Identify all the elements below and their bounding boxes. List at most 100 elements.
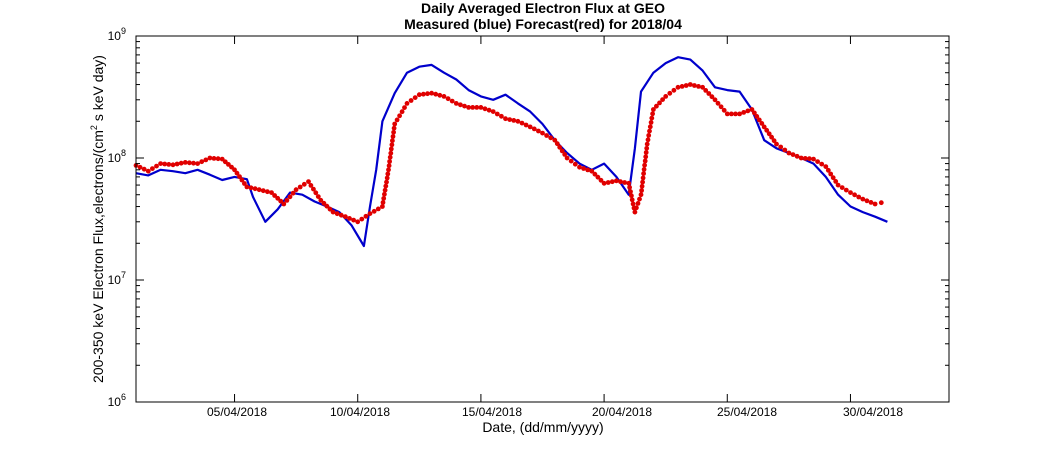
forecast-marker bbox=[141, 166, 147, 172]
forecast-marker bbox=[334, 211, 340, 217]
forecast-marker bbox=[338, 212, 344, 218]
forecast-marker bbox=[359, 216, 365, 222]
chart-title: Daily Averaged Electron Flux at GEO bbox=[421, 0, 665, 16]
forecast-point bbox=[675, 84, 681, 90]
forecast-marker bbox=[752, 110, 757, 116]
y-tick-labels: 106 107 108 109 bbox=[108, 26, 126, 409]
x-axis-label: Date, (dd/mm/yyyy) bbox=[482, 419, 603, 435]
forecast-point bbox=[195, 161, 201, 167]
forecast-marker bbox=[709, 94, 715, 100]
forecast-point bbox=[244, 184, 250, 190]
forecast-marker bbox=[802, 156, 808, 161]
forecast-point bbox=[749, 107, 755, 112]
forecast-marker bbox=[445, 96, 451, 102]
forecast-marker bbox=[371, 208, 377, 214]
forecast-point bbox=[281, 201, 287, 207]
forecast-marker bbox=[660, 97, 665, 102]
forecast-marker bbox=[162, 161, 168, 167]
forecast-marker bbox=[311, 186, 316, 192]
forecast-marker bbox=[825, 167, 831, 173]
forecast-marker bbox=[643, 150, 649, 155]
forecast-marker bbox=[402, 105, 407, 110]
forecast-marker bbox=[843, 187, 849, 193]
forecast-marker bbox=[523, 122, 529, 128]
x-tick-label: 05/04/2018 bbox=[207, 405, 267, 419]
forecast-marker bbox=[647, 124, 653, 130]
forecast-point bbox=[453, 101, 459, 106]
forecast-point bbox=[145, 168, 151, 174]
y-axis-label: 200-350 keV Electron Flux,electrons/(cm2… bbox=[89, 55, 106, 383]
forecast-marker bbox=[412, 95, 418, 100]
forecast-marker bbox=[568, 158, 574, 164]
forecast-marker bbox=[391, 125, 397, 131]
forecast-point bbox=[798, 155, 804, 161]
x-tick-label: 20/04/2018 bbox=[592, 405, 652, 419]
forecast-marker bbox=[629, 197, 635, 203]
forecast-marker bbox=[759, 121, 765, 126]
forecast-marker bbox=[585, 167, 591, 173]
forecast-marker bbox=[640, 175, 646, 181]
forecast-marker bbox=[290, 190, 296, 196]
forecast-marker bbox=[391, 129, 396, 135]
forecast-marker bbox=[252, 186, 258, 192]
forecast-point bbox=[404, 101, 410, 106]
forecast-point bbox=[638, 192, 644, 198]
forecast-point bbox=[367, 211, 373, 217]
forecast-point bbox=[632, 209, 638, 215]
forecast-marker bbox=[242, 181, 247, 186]
forecast-marker bbox=[618, 179, 623, 185]
forecast-marker bbox=[692, 83, 697, 88]
forecast-marker bbox=[856, 194, 862, 200]
forecast-marker bbox=[211, 156, 217, 161]
forecast-point bbox=[392, 121, 398, 127]
forecast-point bbox=[712, 97, 718, 103]
forecast-marker bbox=[715, 100, 721, 106]
forecast-point bbox=[355, 219, 361, 225]
forecast-marker bbox=[287, 194, 293, 200]
forecast-marker bbox=[191, 160, 196, 166]
forecast-marker bbox=[384, 179, 389, 185]
forecast-marker bbox=[260, 188, 266, 194]
forecast-marker bbox=[408, 98, 414, 103]
forecast-marker bbox=[833, 179, 839, 184]
forecast-marker bbox=[828, 171, 834, 177]
forecast-marker bbox=[754, 114, 760, 119]
forecast-marker bbox=[234, 170, 240, 176]
forecast-point bbox=[644, 141, 650, 147]
forecast-marker bbox=[375, 206, 381, 212]
forecast-marker bbox=[462, 103, 467, 109]
forecast-point bbox=[774, 141, 779, 147]
forecast-marker bbox=[499, 113, 504, 119]
forecast-marker bbox=[248, 185, 254, 191]
forecast-point bbox=[380, 204, 385, 209]
forecast-point bbox=[878, 200, 884, 206]
forecast-point bbox=[515, 118, 521, 124]
forecast-point bbox=[490, 109, 496, 114]
forecast-marker bbox=[351, 217, 356, 223]
forecast-marker bbox=[511, 118, 517, 123]
forecast-marker bbox=[642, 158, 648, 164]
forecast-marker bbox=[474, 105, 480, 110]
forecast-point bbox=[219, 156, 225, 162]
forecast-marker bbox=[494, 111, 500, 117]
chart-subtitle: Measured (blue) Forecast(red) for 2018/0… bbox=[404, 16, 682, 32]
forecast-series bbox=[133, 82, 884, 225]
forecast-marker bbox=[756, 117, 762, 123]
forecast-marker bbox=[433, 91, 439, 97]
forecast-point bbox=[724, 111, 730, 117]
forecast-marker bbox=[650, 111, 655, 117]
measured-series-line bbox=[135, 56, 888, 248]
forecast-marker bbox=[313, 190, 319, 196]
plot-frame bbox=[135, 35, 950, 403]
forecast-point bbox=[256, 187, 262, 193]
forecast-marker bbox=[178, 160, 184, 166]
y-tick-label: 108 bbox=[108, 148, 126, 165]
forecast-point bbox=[540, 130, 545, 136]
forecast-marker bbox=[390, 134, 396, 139]
forecast-marker bbox=[154, 163, 159, 169]
forecast-marker bbox=[347, 216, 352, 221]
forecast-point bbox=[872, 201, 878, 207]
forecast-marker bbox=[646, 133, 652, 138]
forecast-marker bbox=[643, 154, 649, 160]
forecast-marker bbox=[741, 110, 747, 115]
